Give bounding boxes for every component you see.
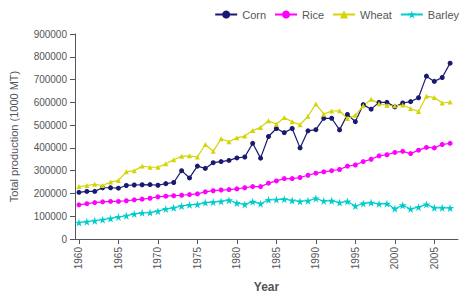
svg-text:2005: 2005 [429, 247, 440, 270]
svg-text:2000: 2000 [389, 247, 400, 270]
svg-text:Year: Year [254, 280, 280, 294]
svg-text:1965: 1965 [113, 247, 124, 270]
svg-text:Corn: Corn [242, 9, 266, 21]
svg-text:Wheat: Wheat [360, 9, 392, 21]
svg-text:1975: 1975 [192, 247, 203, 270]
svg-text:800000: 800000 [34, 51, 68, 62]
svg-text:600000: 600000 [34, 97, 68, 108]
svg-text:400000: 400000 [34, 142, 68, 153]
svg-text:1980: 1980 [231, 247, 242, 270]
svg-text:500000: 500000 [34, 120, 68, 131]
svg-text:Barley: Barley [428, 9, 460, 21]
svg-text:300000: 300000 [34, 165, 68, 176]
svg-text:700000: 700000 [34, 74, 68, 85]
svg-text:1960: 1960 [73, 247, 84, 270]
svg-text:1990: 1990 [310, 247, 321, 270]
svg-text:100000: 100000 [34, 211, 68, 222]
svg-text:1985: 1985 [271, 247, 282, 270]
svg-text:1970: 1970 [152, 247, 163, 270]
svg-text:200000: 200000 [34, 188, 68, 199]
svg-text:Total production (1000 MT): Total production (1000 MT) [8, 71, 20, 202]
svg-text:900000: 900000 [34, 29, 68, 40]
svg-text:Rice: Rice [302, 9, 324, 21]
svg-text:1995: 1995 [350, 247, 361, 270]
svg-text:0: 0 [61, 234, 67, 245]
